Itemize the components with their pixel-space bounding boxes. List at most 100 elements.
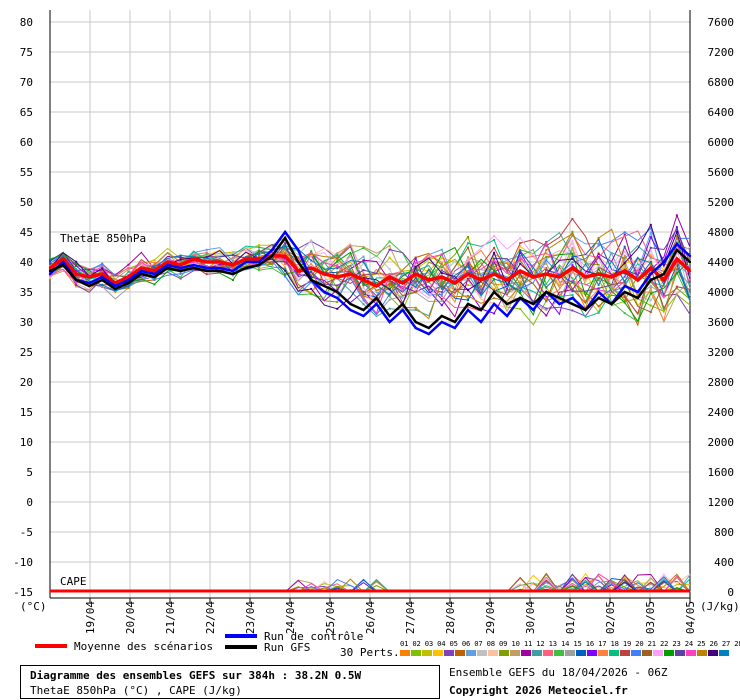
series-point	[388, 275, 391, 279]
x-tick-label: 01/05	[564, 601, 577, 634]
perturbation-point	[597, 263, 600, 266]
perturbation-point	[493, 265, 496, 268]
series-moyenne-des-sc-narios	[48, 254, 692, 289]
perturbation-point	[284, 249, 287, 252]
series-point	[349, 308, 352, 312]
perturbation-point	[649, 289, 652, 292]
perturbation-point	[231, 259, 234, 261]
series-point	[349, 302, 352, 306]
perturbation-point	[440, 278, 443, 281]
x-tick-label: 26/04	[364, 601, 377, 634]
x-tick-label: 04/05	[684, 601, 697, 634]
y-left-tick-label: -5	[20, 526, 33, 539]
perturbation-point	[205, 257, 208, 260]
perturbation-point	[623, 293, 626, 296]
perturbation-point	[467, 299, 469, 302]
pert-swatch-27	[686, 650, 696, 656]
perturbation-point	[623, 231, 626, 234]
pert-swatch-23	[642, 650, 652, 656]
series-point	[48, 272, 52, 276]
perturbation-point	[362, 286, 365, 289]
series-point	[61, 257, 65, 261]
perturbation-point	[467, 259, 469, 262]
perturbation-point	[675, 226, 678, 229]
series-point	[244, 266, 248, 270]
perturbation-point	[440, 272, 443, 275]
y-right-tick-label: 5600	[708, 166, 735, 179]
perturbation-point	[336, 252, 339, 255]
series-point	[244, 260, 248, 264]
y-right-tick-label: 7600	[708, 16, 735, 29]
perturbation-point	[75, 285, 78, 288]
y-right-tick-label: 6000	[708, 136, 735, 149]
perturbation-point	[414, 277, 417, 280]
series-point	[623, 269, 626, 273]
perturbation-point	[519, 237, 522, 240]
perturbation-point	[101, 283, 104, 286]
perturbation-point	[597, 251, 600, 254]
pert-swatch-14	[543, 650, 553, 656]
perturbation-point	[310, 274, 313, 277]
y-left-tick-label: 10	[20, 436, 33, 449]
perturbation-point	[623, 250, 626, 253]
series-point	[127, 275, 130, 279]
perturbation-point	[205, 273, 208, 276]
perturbation-point	[493, 259, 496, 262]
perturbation-point	[519, 307, 522, 310]
perturbation-point	[519, 257, 522, 260]
series-point	[101, 278, 104, 282]
perturbation-point	[440, 291, 443, 293]
pert-swatch-15	[554, 650, 564, 656]
perturbation-point	[231, 254, 234, 256]
perturbation-point	[545, 295, 548, 298]
series-point	[153, 269, 156, 273]
perturbation-point	[179, 277, 182, 280]
y-left-tick-label: -15	[13, 586, 33, 599]
perturbation-point	[649, 292, 652, 295]
perturbation-point	[284, 275, 287, 278]
series-point	[479, 308, 483, 312]
series-point	[675, 242, 679, 246]
perturbation-point	[571, 247, 574, 250]
perturbation-point	[75, 263, 78, 266]
pert-swatch-10	[499, 650, 509, 656]
perturbation-point	[649, 253, 652, 256]
perturbation-point	[49, 276, 51, 279]
x-tick-label: 24/04	[284, 601, 297, 634]
perturbation-point	[414, 262, 417, 265]
perturbation-point	[336, 256, 339, 259]
perturbation-point	[127, 285, 130, 288]
perturbation-point	[519, 285, 522, 288]
perturbation-point	[388, 267, 391, 270]
perturbation-point	[336, 254, 339, 256]
footer-subtitle: ThetaE 850hPa (°C) , CAPE (J/kg)	[30, 684, 242, 697]
series-point	[649, 278, 652, 282]
perturbation-point	[258, 246, 260, 249]
perturbation-point	[336, 267, 339, 269]
y-left-tick-label: 45	[20, 226, 33, 239]
legend-gfs-swatch	[225, 645, 257, 649]
series-point	[584, 275, 587, 279]
perturbation-point	[284, 259, 287, 262]
perturbation-point	[493, 279, 496, 282]
perturbation-point	[545, 262, 548, 265]
cape-panel-label: CAPE	[60, 575, 87, 588]
pert-swatch-18	[587, 650, 597, 656]
perturbation-point	[467, 289, 469, 292]
perturbation-point	[519, 255, 522, 258]
perturbation-point	[675, 230, 678, 233]
perturbation-point	[649, 246, 652, 249]
perturbation-point	[519, 249, 522, 252]
series-point	[401, 302, 404, 306]
perturbation-point	[623, 257, 626, 260]
y-right-tick-label: 400	[714, 556, 734, 569]
x-tick-label: 27/04	[404, 601, 417, 634]
series-point	[401, 281, 404, 285]
perturbation-point	[493, 253, 496, 256]
perturbation-point	[362, 262, 365, 265]
perturbation-point	[519, 277, 522, 279]
series-point	[192, 257, 195, 261]
perturbation-point	[258, 250, 260, 253]
pert-swatch-7	[466, 650, 476, 656]
perturbation-point	[284, 260, 287, 263]
